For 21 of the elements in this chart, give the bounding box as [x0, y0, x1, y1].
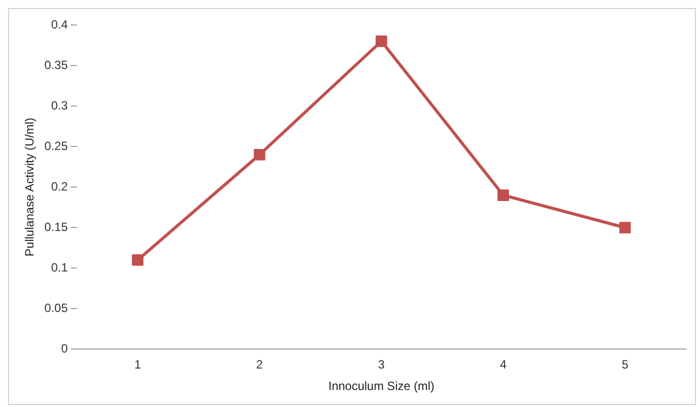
- y-tick-label: 0.05: [44, 300, 68, 315]
- x-tick-label: 5: [622, 358, 629, 372]
- y-tick-label: 0.35: [44, 58, 68, 72]
- point: [132, 254, 144, 266]
- point: [376, 35, 388, 47]
- y-tick-label: 0.3: [51, 98, 68, 112]
- point: [497, 189, 509, 201]
- y-tick-label: 0.4: [51, 17, 68, 32]
- y-tick-label: 0.15: [44, 220, 68, 234]
- y-axis-title: Pullulanase Activity (U/ml): [22, 118, 37, 256]
- x-tick-label: 4: [500, 358, 507, 372]
- y-tick-label: 0: [61, 342, 68, 356]
- x-tick-label: 2: [256, 358, 264, 372]
- x-tick-label: 1: [134, 358, 142, 372]
- x-axis-title: Innoculum Size (ml): [328, 379, 434, 394]
- y-tick-label: 0.25: [44, 138, 68, 153]
- point: [619, 222, 631, 234]
- point: [254, 148, 266, 160]
- y-tick-label: 0.2: [51, 179, 68, 194]
- y-tick-label: 0.1: [51, 260, 68, 274]
- x-tick-label: 3: [378, 358, 386, 372]
